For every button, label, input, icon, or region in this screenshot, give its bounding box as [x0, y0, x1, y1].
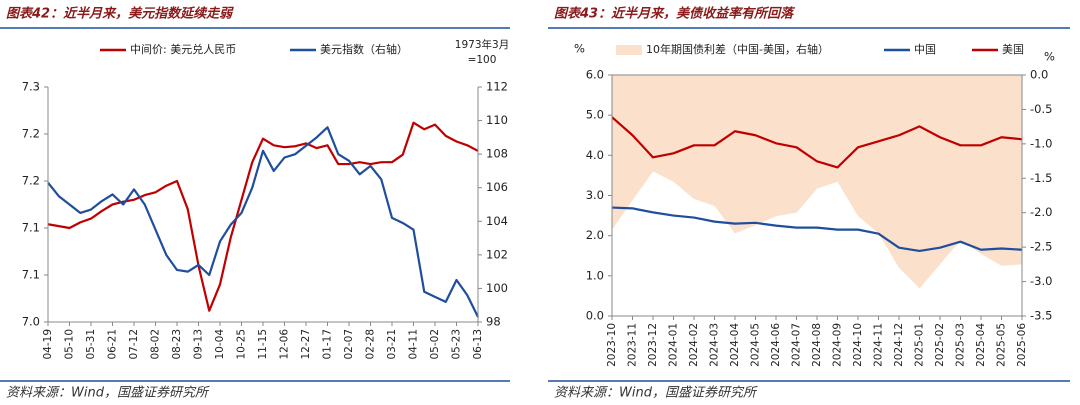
x-tick-label: 09-13	[193, 329, 205, 360]
y-tick-label: 2.0	[586, 228, 604, 242]
source: 资料来源：Wind，国盛证券研究所	[6, 385, 210, 401]
y2-tick-label: -1.5	[1030, 171, 1052, 185]
y2-tick-label: -1.0	[1030, 136, 1052, 150]
annotation: 1973年3月	[455, 38, 509, 51]
x-tick-label: 05-31	[85, 329, 97, 360]
y2-tick-label: 100	[486, 281, 508, 295]
y2-axis-label: %	[1044, 50, 1055, 64]
y-tick-label: 7.1	[22, 268, 40, 282]
x-tick-label: 04-19	[42, 329, 54, 360]
x-tick-label: 2025-06	[1016, 323, 1028, 367]
x-tick-label: 2024-09	[832, 323, 844, 367]
x-tick-label: 2025-01	[914, 323, 926, 367]
x-tick-label: 2024-02	[688, 323, 700, 367]
x-tick-label: 2024-11	[873, 323, 885, 367]
y-tick-label: 6.0	[586, 68, 604, 82]
x-tick-label: 07-12	[128, 329, 140, 360]
x-tick-label: 01-17	[322, 329, 334, 360]
chart-title: 图表42：近半月来，美元指数延续走弱	[6, 6, 234, 22]
x-tick-label: 2025-04	[975, 323, 987, 367]
y2-tick-label: -2.0	[1030, 205, 1052, 219]
legend-label: 中间价: 美元兑人民币	[130, 42, 236, 56]
x-tick-label: 06-13	[472, 329, 484, 360]
x-tick-label: 2023-12	[647, 323, 659, 367]
x-tick-label: 12-06	[279, 329, 291, 360]
y2-tick-label: 110	[486, 113, 508, 127]
legend-label: 中国	[914, 43, 936, 56]
area	[612, 75, 1022, 289]
y2-tick-label: -3.5	[1030, 309, 1052, 323]
y2-tick-label: 104	[486, 214, 508, 228]
x-tick-label: 11-15	[257, 329, 269, 360]
annotation: =100	[468, 54, 497, 66]
legend-label: 美元指数（右轴）	[320, 42, 408, 56]
x-tick-label: 04-11	[408, 329, 420, 360]
x-tick-label: 2024-05	[750, 323, 762, 367]
y2-tick-label: 0.0	[1030, 68, 1048, 82]
y2-tick-label: -0.5	[1030, 102, 1052, 116]
y-tick-label: 1.0	[586, 268, 604, 282]
y2-tick-label: -2.5	[1030, 240, 1052, 254]
x-tick-label: 2025-05	[996, 323, 1008, 367]
x-tick-label: 05-23	[451, 329, 463, 360]
x-tick-label: 03-21	[386, 329, 398, 360]
x-tick-label: 2025-02	[934, 323, 946, 367]
y2-tick-label: -3.0	[1030, 274, 1052, 288]
x-tick-label: 2023-11	[627, 323, 639, 367]
x-tick-label: 2024-12	[893, 323, 905, 367]
legend-label: 10年期国债利差（中国-美国，右轴）	[646, 42, 829, 56]
y-tick-label: 0.0	[586, 309, 604, 323]
y-tick-label: 7.2	[22, 174, 40, 188]
x-tick-label: 08-23	[171, 329, 183, 360]
line	[611, 116, 1023, 169]
source: 资料来源：Wind，国盛证券研究所	[554, 385, 758, 401]
y2-tick-label: 102	[486, 247, 508, 261]
y-tick-label: 4.0	[586, 148, 604, 162]
x-tick-label: 2024-06	[770, 323, 782, 367]
x-tick-label: 2024-01	[668, 323, 680, 367]
y2-tick-label: 98	[486, 315, 501, 329]
y-tick-label: 7.2	[22, 127, 40, 141]
x-tick-label: 12-27	[300, 329, 312, 360]
x-tick-label: 02-28	[365, 329, 377, 360]
x-tick-label: 05-10	[64, 329, 76, 360]
y-tick-label: 7.1	[22, 221, 40, 235]
x-tick-label: 08-02	[150, 329, 162, 360]
legend-label: 美国	[1002, 43, 1024, 56]
x-tick-label: 10-25	[236, 329, 248, 360]
x-tick-label: 2024-07	[791, 323, 803, 367]
x-tick-label: 10-04	[214, 329, 226, 360]
x-tick-label: 2025-03	[955, 323, 967, 367]
line	[611, 206, 1023, 253]
y-tick-label: 5.0	[586, 108, 604, 122]
x-tick-label: 2024-08	[811, 323, 823, 367]
x-tick-label: 02-07	[343, 329, 355, 360]
x-tick-label: 2024-04	[729, 323, 741, 367]
line	[47, 126, 479, 318]
y-tick-label: 7.3	[22, 80, 40, 94]
x-tick-label: 2023-10	[606, 323, 618, 367]
legend-swatch	[616, 45, 642, 55]
x-tick-label: 06-21	[107, 329, 119, 360]
y2-tick-label: 108	[486, 147, 508, 161]
x-tick-label: 2024-10	[852, 323, 864, 367]
y-tick-label: 7.0	[22, 315, 40, 329]
y2-tick-label: 112	[486, 80, 508, 94]
x-tick-label: 2024-03	[709, 323, 721, 367]
x-tick-label: 05-02	[429, 329, 441, 360]
y2-tick-label: 106	[486, 180, 508, 194]
y-axis-label: %	[574, 42, 585, 56]
y-tick-label: 3.0	[586, 188, 604, 202]
chart-title: 图表43：近半月来，美债收益率有所回落	[554, 6, 796, 22]
